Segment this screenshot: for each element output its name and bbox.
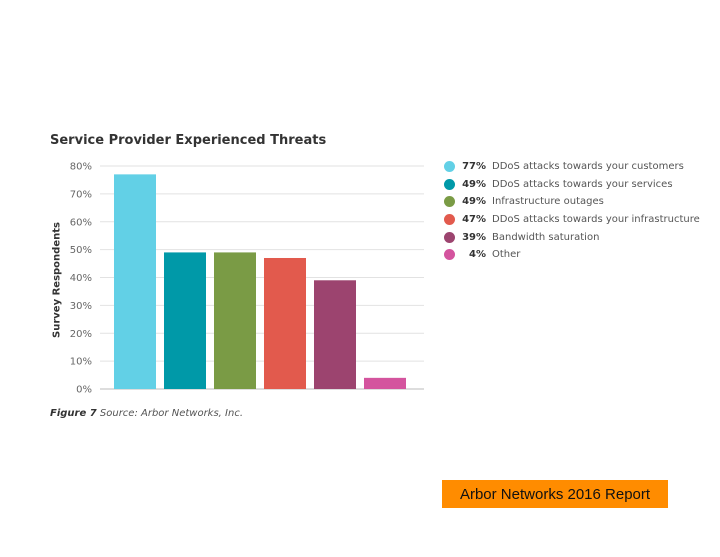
legend-swatch (444, 231, 455, 243)
legend-label: Bandwidth saturation (492, 231, 600, 243)
y-tick-label: 30% (70, 301, 92, 312)
legend-item: 47% DDoS attacks towards your infrastruct… (444, 211, 700, 229)
y-tick-label: 50% (70, 245, 92, 256)
report-badge: Arbor Networks 2016 Report (442, 480, 668, 508)
legend-value: 39% (462, 231, 486, 243)
chart-legend: 77% DDoS attacks towards your customers 49… (444, 158, 700, 264)
y-tick-label: 10% (70, 357, 92, 368)
figure-caption: Figure 7 Source: Arbor Networks, Inc. (50, 408, 243, 419)
legend-label: DDoS attacks towards your customers (492, 161, 684, 173)
y-tick-label: 70% (70, 189, 92, 200)
bar (264, 257, 306, 389)
figure-number: Figure 7 (50, 408, 97, 419)
legend-value: 49% (462, 178, 486, 190)
bar (214, 252, 256, 389)
legend-item: 77% DDoS attacks towards your customers (444, 158, 700, 176)
bar (114, 174, 156, 389)
bar (314, 280, 356, 389)
bar (164, 252, 206, 389)
legend-swatch (444, 214, 455, 226)
legend-value: 49% (462, 196, 486, 208)
legend-label: Other (492, 249, 521, 261)
figure-source: Source: Arbor Networks, Inc. (99, 408, 243, 419)
legend-swatch (444, 178, 455, 190)
legend-item: 39% Bandwidth saturation (444, 228, 700, 246)
y-tick-label: 60% (70, 217, 92, 228)
legend-swatch (444, 161, 455, 173)
legend-label: DDoS attacks towards your infrastructure (492, 214, 700, 226)
legend-value: 4% (469, 249, 486, 261)
legend-value: 47% (462, 214, 486, 226)
grid-lines (100, 165, 424, 390)
bar (364, 377, 406, 389)
legend-label: Infrastructure outages (492, 196, 604, 208)
legend-item: 49% Infrastructure outages (444, 193, 700, 211)
y-tick-label: 20% (70, 329, 92, 340)
y-tick-label: 80% (70, 162, 92, 173)
bars (114, 174, 406, 389)
legend-swatch (444, 249, 455, 261)
chart-title: Service Provider Experienced Threats (50, 133, 327, 148)
legend-item: 49% DDoS attacks towards your services (444, 176, 700, 194)
legend-swatch (444, 196, 455, 208)
y-tick-label: 0% (76, 385, 92, 396)
y-tick-labels: 0% 10% 20% 30% 40% 50% 60% 70% 80% (70, 162, 92, 396)
legend-value: 77% (462, 161, 486, 173)
legend-label: DDoS attacks towards your services (492, 178, 673, 190)
legend-item: 4% Other (444, 246, 700, 264)
y-tick-label: 40% (70, 273, 92, 284)
